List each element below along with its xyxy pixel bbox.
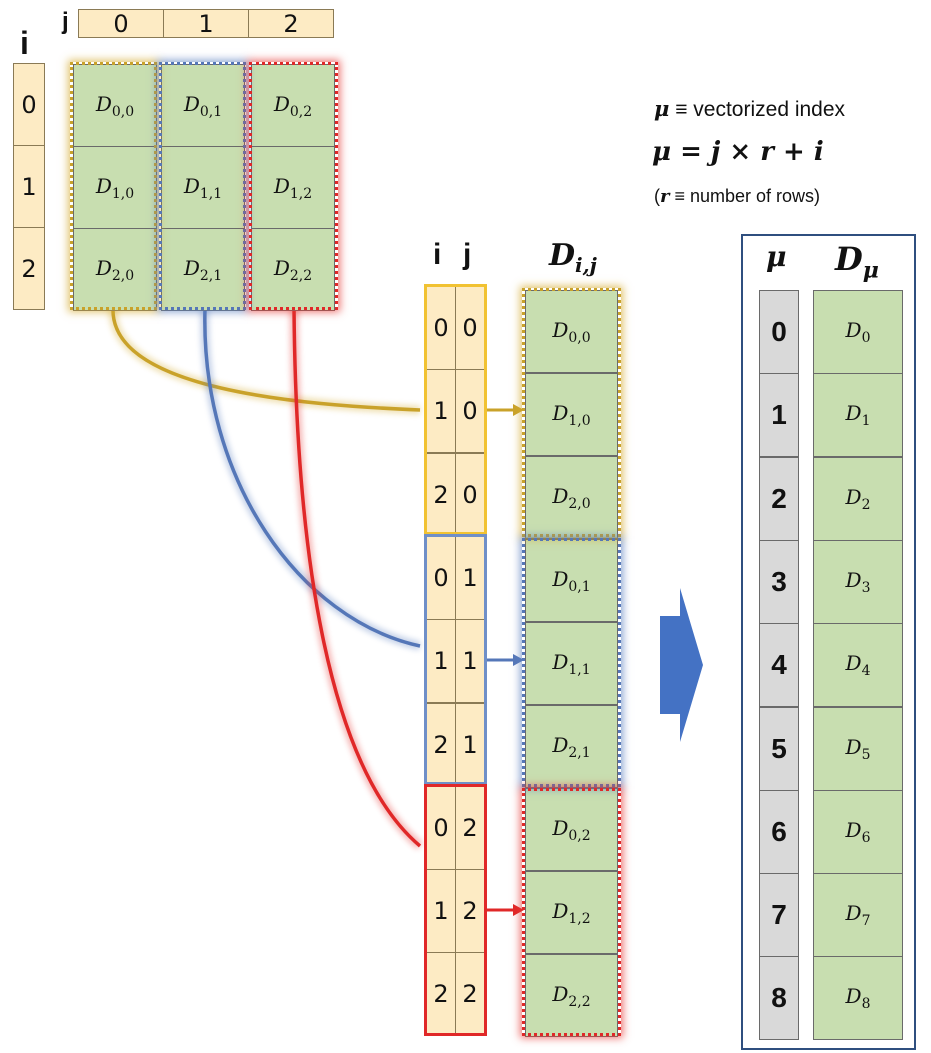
pair-group-blue xyxy=(424,534,487,785)
middle-d-header: Di,j xyxy=(549,238,597,277)
legend-vectorized-index: μ ≡ vectorized index xyxy=(654,96,846,121)
legend-equation: μ = j × r + i xyxy=(652,137,824,167)
matrix-cell-1-1: D1,1 xyxy=(161,146,245,229)
pair-d-8: D2,2 xyxy=(525,954,618,1037)
matrix-cell-1-0: D1,0 xyxy=(73,146,157,229)
pair-i-0: 0 xyxy=(426,286,456,370)
pair-d-7: D1,2 xyxy=(525,871,618,954)
vector-d-3: D3 xyxy=(813,539,903,624)
matrix-cell-1-2: D1,2 xyxy=(251,146,335,229)
pair-j-4: 1 xyxy=(455,619,485,704)
vector-d-6: D6 xyxy=(813,789,903,874)
col-index-0: 0 xyxy=(78,9,164,38)
vector-d-8: D8 xyxy=(813,956,903,1041)
row-index-0: 0 xyxy=(13,63,45,146)
pair-d-2: D2,0 xyxy=(525,456,618,539)
matrix-cell-2-2: D2,2 xyxy=(251,228,335,311)
vector-mu-2: 2 xyxy=(759,456,799,541)
red-connector-curve xyxy=(292,307,422,848)
vector-d-7: D7 xyxy=(813,873,903,958)
vector-d-4: D4 xyxy=(813,623,903,708)
matrix-col2-highlight xyxy=(249,62,338,310)
pair-d-6: D0,2 xyxy=(525,788,618,871)
row-index-1: 1 xyxy=(13,145,45,228)
matrix-col1-highlight xyxy=(159,62,246,310)
vector-d-0: D0 xyxy=(813,290,903,374)
matrix-cell-2-0: D2,0 xyxy=(73,228,157,311)
pair-group-red xyxy=(424,784,487,1036)
dcol-group-red xyxy=(522,788,621,1036)
vector-d-header: Dμ xyxy=(835,240,879,284)
pair-d-0: D0,0 xyxy=(525,290,618,373)
pair-j-1: 0 xyxy=(455,369,485,454)
pair-group-yellow xyxy=(424,284,487,535)
pair-i-3: 0 xyxy=(426,535,456,620)
vector-mu-3: 3 xyxy=(759,539,799,624)
vector-mu-5: 5 xyxy=(759,706,799,791)
legend-mu: μ xyxy=(654,96,670,121)
vector-mu-6: 6 xyxy=(759,789,799,874)
legend-rows-note: (r ≡ number of rows) xyxy=(654,186,821,207)
pair-d-3: D0,1 xyxy=(525,539,618,622)
pair-i-4: 1 xyxy=(426,619,456,704)
vector-mu-header: μ xyxy=(766,240,787,273)
pair-i-1: 1 xyxy=(426,369,456,454)
vector-mu-4: 4 xyxy=(759,623,799,708)
pair-j-3: 1 xyxy=(455,535,485,620)
pair-d-4: D1,1 xyxy=(525,622,618,705)
blue-connector-curve xyxy=(203,307,421,648)
col-index-2: 2 xyxy=(248,9,334,38)
pair-i-6: 0 xyxy=(426,785,456,870)
pair-d-5: D2,1 xyxy=(525,705,618,788)
vector-d-2: D2 xyxy=(813,456,903,541)
pair-j-6: 2 xyxy=(455,785,485,870)
big-right-arrow xyxy=(660,588,703,742)
matrix-col0-highlight xyxy=(70,62,157,310)
row-index-2: 2 xyxy=(13,227,45,310)
vector-mu-0: 0 xyxy=(759,290,799,374)
pair-j-7: 2 xyxy=(455,869,485,954)
vector-box xyxy=(741,234,916,1050)
vector-d-1: D1 xyxy=(813,373,903,458)
pair-d-1: D1,0 xyxy=(525,373,618,456)
dcol-group-yellow xyxy=(522,288,621,537)
vector-d-5: D5 xyxy=(813,706,903,791)
middle-j-header: j xyxy=(463,238,472,271)
matrix-cell-0-2: D0,2 xyxy=(251,64,335,147)
vector-mu-7: 7 xyxy=(759,873,799,958)
matrix-j-label: j xyxy=(62,8,69,35)
pair-j-2: 0 xyxy=(455,452,485,537)
col-index-1: 1 xyxy=(163,9,249,38)
matrix-i-label: i xyxy=(20,25,29,61)
pair-i-2: 2 xyxy=(426,452,456,537)
vector-mu-8: 8 xyxy=(759,956,799,1041)
dcol-group-blue xyxy=(522,538,621,787)
yellow-connector-curve xyxy=(111,307,421,412)
middle-i-header: i xyxy=(433,238,442,271)
pair-j-8: 2 xyxy=(455,952,485,1037)
vector-mu-1: 1 xyxy=(759,373,799,458)
